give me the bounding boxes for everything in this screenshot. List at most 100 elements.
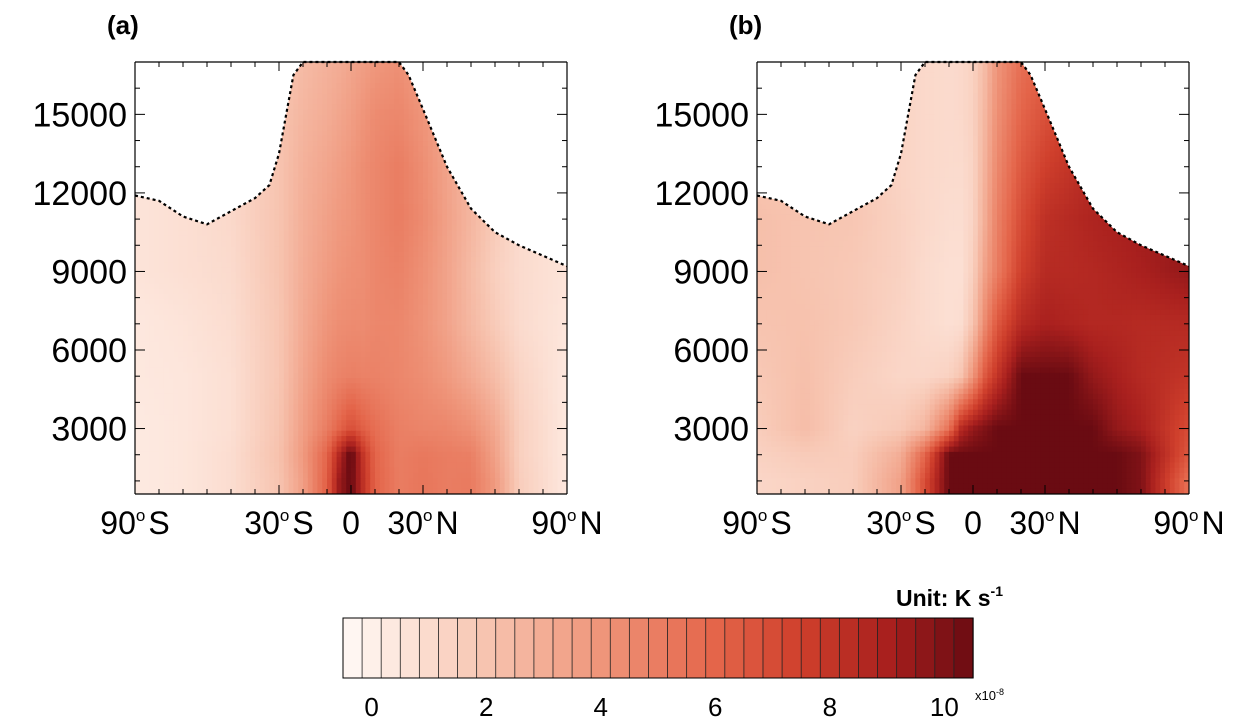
heatmap-cell — [317, 256, 323, 263]
heatmap-cell — [274, 230, 280, 237]
heatmap-cell — [519, 193, 525, 200]
heatmap-cell — [322, 146, 328, 153]
heatmap-cell — [293, 119, 299, 126]
heatmap-cell — [442, 220, 448, 226]
heatmap-cell — [437, 220, 443, 226]
heatmap-cell — [322, 246, 328, 253]
heatmap-cell — [480, 256, 486, 263]
heatmap-cell — [403, 325, 410, 332]
heatmap-cell — [322, 288, 328, 295]
heatmap-cell — [221, 235, 227, 242]
heatmap-cell — [149, 267, 155, 274]
heatmap-cell — [360, 204, 366, 211]
heatmap-cell — [451, 209, 458, 216]
heatmap-cell — [504, 72, 510, 79]
heatmap-cell — [197, 62, 203, 68]
heatmap-cell — [221, 314, 227, 321]
heatmap-cell — [499, 288, 506, 295]
heatmap-cell — [255, 172, 261, 179]
heatmap-cell — [259, 346, 266, 353]
heatmap-cell — [485, 83, 491, 89]
heatmap-cell — [533, 67, 539, 74]
heatmap-cell — [351, 341, 357, 348]
heatmap-cell — [163, 130, 170, 137]
heatmap-cell — [514, 198, 520, 205]
heatmap-cell — [154, 177, 160, 184]
heatmap-cell — [408, 204, 414, 211]
heatmap-cell — [159, 172, 165, 179]
heatmap-cell — [307, 230, 314, 237]
heatmap-cell — [499, 162, 506, 168]
heatmap-cell — [543, 141, 549, 147]
heatmap-cell — [413, 293, 419, 300]
heatmap-cell — [259, 309, 266, 316]
heatmap-cell — [154, 77, 160, 84]
heatmap-cell — [379, 104, 386, 111]
heatmap-cell — [375, 167, 381, 174]
heatmap-cell — [389, 72, 395, 79]
heatmap-cell — [504, 114, 510, 121]
heatmap-cell — [202, 320, 208, 327]
heatmap-cell — [240, 125, 246, 132]
heatmap-cell — [394, 109, 400, 116]
heatmap-cell — [221, 288, 227, 295]
heatmap-cell — [456, 278, 462, 284]
heatmap-cell — [499, 256, 506, 263]
heatmap-cell — [293, 151, 299, 158]
heatmap-cell — [283, 198, 290, 205]
heatmap-cell — [317, 262, 323, 269]
heatmap-cell — [216, 77, 222, 84]
heatmap-cell — [408, 335, 414, 342]
heatmap-cell — [480, 330, 486, 337]
heatmap-cell — [274, 83, 280, 89]
heatmap-cell — [447, 225, 453, 232]
heatmap-cell — [187, 88, 194, 95]
heatmap-cell — [379, 93, 386, 100]
heatmap-cell — [264, 146, 270, 153]
heatmap-cell — [192, 209, 198, 216]
heatmap-cell — [475, 72, 482, 79]
heatmap-cell — [231, 225, 237, 232]
heatmap-cell — [288, 114, 294, 121]
heatmap-cell — [351, 172, 357, 179]
heatmap-cell — [144, 130, 150, 137]
heatmap-cell — [255, 130, 261, 137]
heatmap-cell — [231, 167, 237, 174]
heatmap-cell — [480, 141, 486, 147]
heatmap-cell — [312, 162, 318, 168]
heatmap-cell — [226, 288, 232, 295]
heatmap-cell — [312, 351, 318, 358]
heatmap-cell — [269, 198, 275, 205]
heatmap-cell — [163, 125, 170, 132]
heatmap-cell — [231, 341, 237, 348]
heatmap-cell — [379, 230, 386, 237]
heatmap-cell — [365, 183, 371, 190]
heatmap-cell — [384, 72, 390, 79]
heatmap-cell — [384, 278, 390, 284]
heatmap-cell — [331, 88, 338, 95]
heatmap-cell — [485, 293, 491, 300]
heatmap-cell — [432, 204, 438, 211]
heatmap-cell — [533, 119, 539, 126]
heatmap-cell — [533, 146, 539, 153]
heatmap-cell — [523, 198, 530, 205]
heatmap-cell — [288, 209, 294, 216]
heatmap-cell — [336, 167, 342, 174]
heatmap-cell — [543, 198, 549, 205]
heatmap-cell — [235, 351, 242, 358]
heatmap-cell — [269, 125, 275, 132]
heatmap-cell — [173, 335, 179, 342]
heatmap-cell — [427, 109, 434, 116]
heatmap-cell — [207, 272, 213, 279]
heatmap-cell — [298, 162, 304, 168]
heatmap-cell — [183, 346, 189, 353]
heatmap-cell — [475, 204, 482, 211]
heatmap-cell — [355, 325, 362, 332]
heatmap-cell — [274, 278, 280, 284]
heatmap-cell — [562, 320, 567, 327]
heatmap-cell — [379, 278, 386, 284]
heatmap-cell — [336, 225, 342, 232]
heatmap-cell — [197, 88, 203, 95]
heatmap-cell — [399, 283, 405, 290]
heatmap-cell — [547, 125, 554, 132]
